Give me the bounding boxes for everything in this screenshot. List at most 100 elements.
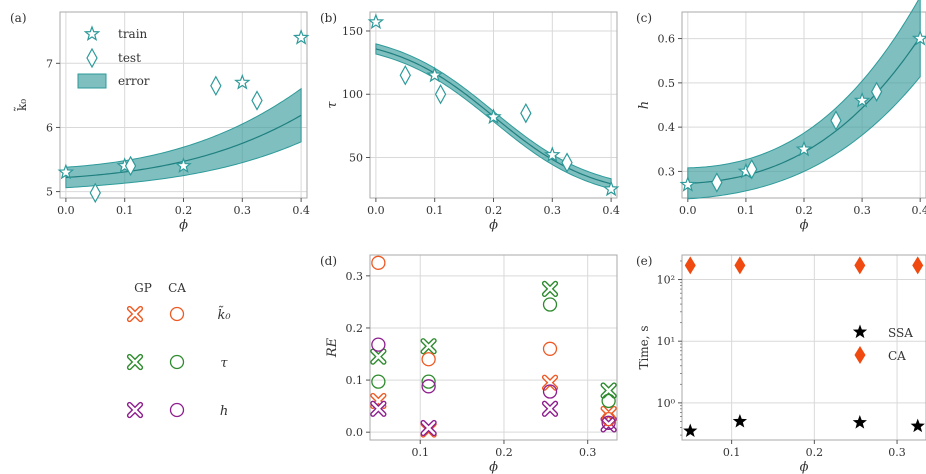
axes-frame <box>681 254 926 441</box>
point-circle-tau <box>601 393 616 409</box>
train-point <box>544 146 561 163</box>
y-tick-label: 0.1 <box>346 374 364 387</box>
x-tick-label: 0.2 <box>795 204 813 217</box>
y-tick-label: 0.4 <box>658 121 676 134</box>
train-point <box>679 175 697 192</box>
point-circle-tau <box>542 297 558 312</box>
ssa-point <box>910 418 925 433</box>
legend-ssa-marker <box>852 324 868 339</box>
x-axis-label: ϕ <box>800 218 809 233</box>
panel-1-axes: 0.0 0.1 0.2 0.3 0.4 50 100 150 ϕ τ <box>325 11 620 233</box>
point-circle-h <box>601 415 616 430</box>
x-tick-label: 0.1 <box>426 204 444 217</box>
marker-key-x-h <box>126 401 144 419</box>
panel-1-data <box>367 13 620 197</box>
x-axis-label: ϕ <box>179 218 188 233</box>
marker-key: GP CA k̃₀ τ h <box>126 281 231 419</box>
legend-test-label: test <box>118 51 141 65</box>
train-point <box>175 157 192 173</box>
legend-train-label: train <box>118 27 148 41</box>
y-tick-label: 10¹ <box>657 335 675 348</box>
marker-key-gp-header: GP <box>134 281 152 295</box>
y-tick-label: 0.3 <box>658 165 676 178</box>
x-tick-label: 0.4 <box>911 204 926 217</box>
y-axis-label: τ <box>325 101 340 109</box>
legend-error-patch <box>77 73 107 89</box>
y-tick-label: 6 <box>46 121 53 134</box>
point-circle-k0 <box>421 352 436 367</box>
legend-test-marker <box>86 47 98 69</box>
legend-ca-marker <box>854 346 866 364</box>
point-circle-tau <box>371 374 386 389</box>
panel-4-data <box>683 256 925 438</box>
train-point <box>602 180 620 197</box>
point-circle-k0 <box>601 412 616 427</box>
panel-2-data <box>679 0 926 200</box>
x-tick-label: 0.1 <box>737 204 755 217</box>
marker-key-circle-h <box>169 402 185 418</box>
ssa-point <box>852 415 867 429</box>
panel-2-axes: 0.0 0.1 0.2 0.3 0.4 0.3 0.4 0.5 0.6 ϕ h <box>637 11 926 233</box>
train-point <box>234 73 251 90</box>
y-axis-label: k̃₀ <box>13 99 29 111</box>
y-axis-label: h <box>637 101 652 109</box>
x-tick-label: 0.2 <box>495 446 513 459</box>
panel-3-data <box>370 255 617 438</box>
point-x-h <box>541 400 559 417</box>
marker-key-x-tau <box>126 353 144 371</box>
x-tick-label: 0.1 <box>723 446 741 459</box>
train-point <box>485 108 502 125</box>
ca-point <box>854 256 866 275</box>
panel-4-axes: 0.1 0.2 0.3 10⁰ 10¹ 10² ϕ Time, s <box>637 254 926 474</box>
test-point <box>399 65 411 86</box>
point-x-tau <box>600 382 617 399</box>
y-tick-label: 5 <box>46 186 53 199</box>
x-tick-label: 0.0 <box>679 204 697 217</box>
ssa-point <box>732 413 748 428</box>
x-tick-label: 0.0 <box>57 204 75 217</box>
panel-0-data <box>57 28 310 204</box>
point-circle-h <box>542 384 558 399</box>
panel-3-axes: 0.1 0.2 0.3 0.0 0.1 0.2 0.3 ϕ RE <box>325 254 618 474</box>
x-axis-label: ϕ <box>489 460 498 474</box>
ca-point <box>912 256 924 275</box>
marker-key-ca-header: CA <box>168 281 186 295</box>
train-point <box>853 91 871 108</box>
x-tick-label: 0.1 <box>411 446 429 459</box>
panel-label: (e) <box>636 254 652 268</box>
test-point <box>830 110 842 131</box>
point-x-h <box>420 419 437 437</box>
ssa-point <box>683 423 698 438</box>
ca-point <box>734 256 746 275</box>
train-point <box>911 29 926 46</box>
point-x-tau <box>420 338 437 355</box>
x-tick-label: 0.3 <box>234 204 252 217</box>
train-point <box>292 28 310 45</box>
x-tick-label: 0.2 <box>806 446 824 459</box>
test-point <box>251 90 263 111</box>
test-point <box>124 155 137 177</box>
x-tick-label: 0.1 <box>116 204 134 217</box>
test-point <box>210 75 222 96</box>
x-tick-label: 0.3 <box>853 204 871 217</box>
y-tick-label: 150 <box>342 25 363 38</box>
point-circle-h <box>371 337 386 352</box>
x-axis-label: ϕ <box>800 460 809 474</box>
train-point <box>57 163 75 180</box>
point-x-tau <box>370 348 387 365</box>
error-band <box>687 0 921 200</box>
train-point <box>367 13 385 30</box>
point-circle-h <box>421 379 436 394</box>
ca-point <box>684 256 696 275</box>
legend-ssa-label: SSA <box>888 326 913 340</box>
train-point <box>426 66 443 83</box>
point-circle-k0 <box>371 255 386 270</box>
marker-key-label-tau: τ <box>220 356 228 371</box>
test-point <box>520 102 532 124</box>
panel-label: (c) <box>636 11 652 25</box>
panel-label: (d) <box>320 254 337 268</box>
test-point <box>711 172 723 193</box>
y-tick-label: 10² <box>657 274 675 287</box>
marker-key-x-k0 <box>126 305 144 323</box>
point-circle-tau <box>421 374 436 389</box>
